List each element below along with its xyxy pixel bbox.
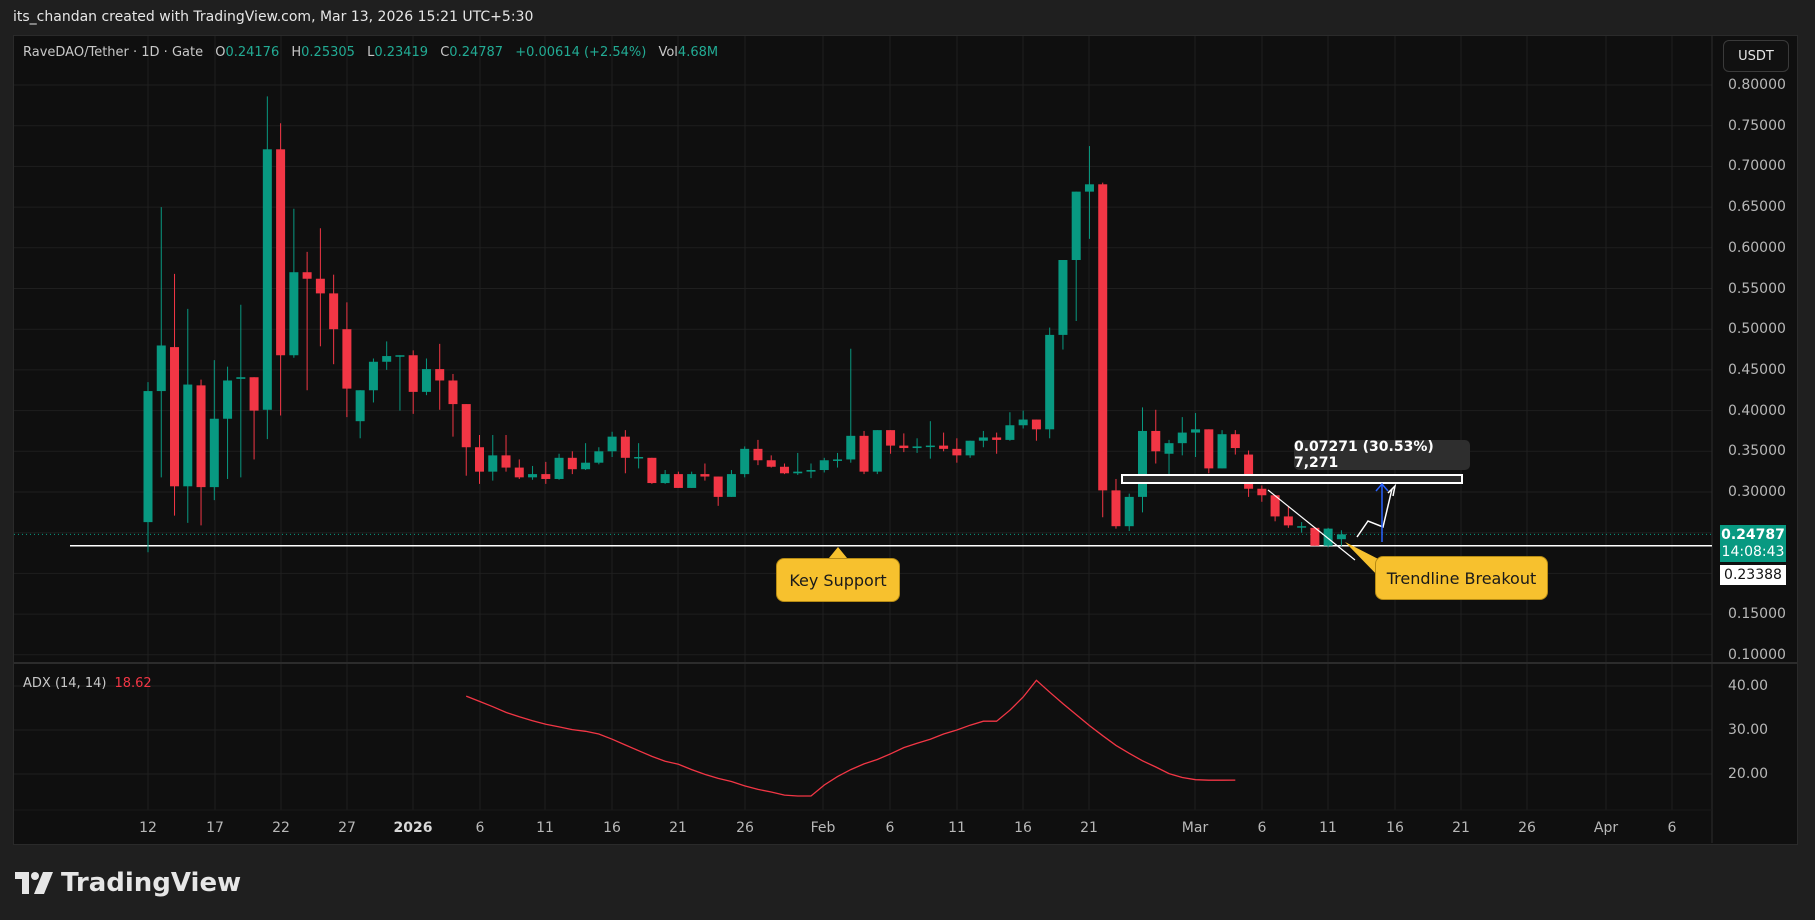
price-tick: 0.35000 (1728, 443, 1786, 460)
support-price-tag: 0.23388 (1720, 565, 1786, 585)
time-tick: 2026 (393, 820, 433, 836)
price-tick: 0.60000 (1728, 239, 1786, 256)
time-tick: 11 (948, 820, 966, 836)
chart-panel[interactable] (13, 35, 1798, 845)
time-tick: 26 (736, 820, 754, 836)
price-tick: 0.75000 (1728, 117, 1786, 134)
low-value: 0.23419 (374, 45, 429, 60)
tradingview-logo[interactable]: TradingView (15, 868, 241, 898)
brand-name: TradingView (61, 868, 242, 898)
time-tick: 22 (272, 820, 290, 836)
price-tick: 0.15000 (1728, 606, 1786, 623)
time-tick: Feb (810, 820, 836, 836)
time-tick: 11 (1319, 820, 1337, 836)
change-value: +0.00614 (+2.54%) (515, 45, 647, 60)
time-tick: 21 (1452, 820, 1470, 836)
time-tick: 16 (1386, 820, 1404, 836)
time-tick: Mar (1181, 820, 1209, 836)
time-tick: 16 (1014, 820, 1032, 836)
price-tick: 0.70000 (1728, 158, 1786, 175)
time-tick: 6 (1667, 820, 1677, 836)
open-value: 0.24176 (225, 45, 280, 60)
adx-tick: 40.00 (1728, 678, 1769, 694)
time-tick: 21 (669, 820, 687, 836)
time-tick: 6 (1257, 820, 1267, 836)
price-tick: 0.40000 (1728, 402, 1786, 419)
time-tick: 16 (603, 820, 621, 836)
time-tick: 17 (206, 820, 224, 836)
measure-label: 0.07271 (30.53%) 7,271 (1294, 439, 1470, 471)
chart-credit: its_chandan created with TradingView.com… (13, 9, 534, 25)
price-tick: 0.80000 (1728, 77, 1786, 93)
price-tick: 0.10000 (1728, 646, 1786, 663)
adx-legend: ADX (14, 14) 18.62 (23, 676, 152, 691)
time-tick: 26 (1518, 820, 1536, 836)
symbol-name: RaveDAO/Tether · 1D · Gate (23, 45, 204, 60)
time-tick: 11 (536, 820, 554, 836)
adx-value: 18.62 (114, 676, 152, 691)
time-tick: 21 (1080, 820, 1098, 836)
price-tick: 0.55000 (1728, 280, 1786, 297)
bar-countdown: 14:08:43 (1721, 544, 1785, 560)
time-tick: 6 (885, 820, 895, 836)
time-tick: Apr (1593, 820, 1619, 836)
trendline-breakout-callout[interactable]: Trendline Breakout (1375, 556, 1548, 600)
volume-value: 4.68M (677, 45, 719, 60)
last-price-tag: 0.24787 14:08:43 (1720, 525, 1786, 562)
adx-tick: 30.00 (1728, 722, 1769, 738)
price-tick: 0.45000 (1728, 361, 1786, 378)
adx-label: ADX (14, 14) (23, 676, 107, 691)
price-tick: 0.30000 (1728, 484, 1786, 500)
time-tick: 6 (475, 820, 485, 836)
time-tick: 27 (338, 820, 356, 836)
tradingview-logo-icon (15, 872, 53, 894)
adx-tick: 20.00 (1728, 766, 1769, 782)
currency-button[interactable]: USDT (1723, 40, 1789, 72)
price-tick: 0.50000 (1728, 321, 1786, 338)
close-value: 0.24787 (449, 45, 504, 60)
high-value: 0.25305 (301, 45, 355, 60)
price-tick: 0.65000 (1728, 199, 1786, 216)
key-support-callout[interactable]: Key Support (776, 558, 900, 602)
symbol-legend: RaveDAO/Tether · 1D · Gate O0.24176 H0.2… (23, 45, 719, 60)
time-tick: 12 (139, 820, 157, 836)
